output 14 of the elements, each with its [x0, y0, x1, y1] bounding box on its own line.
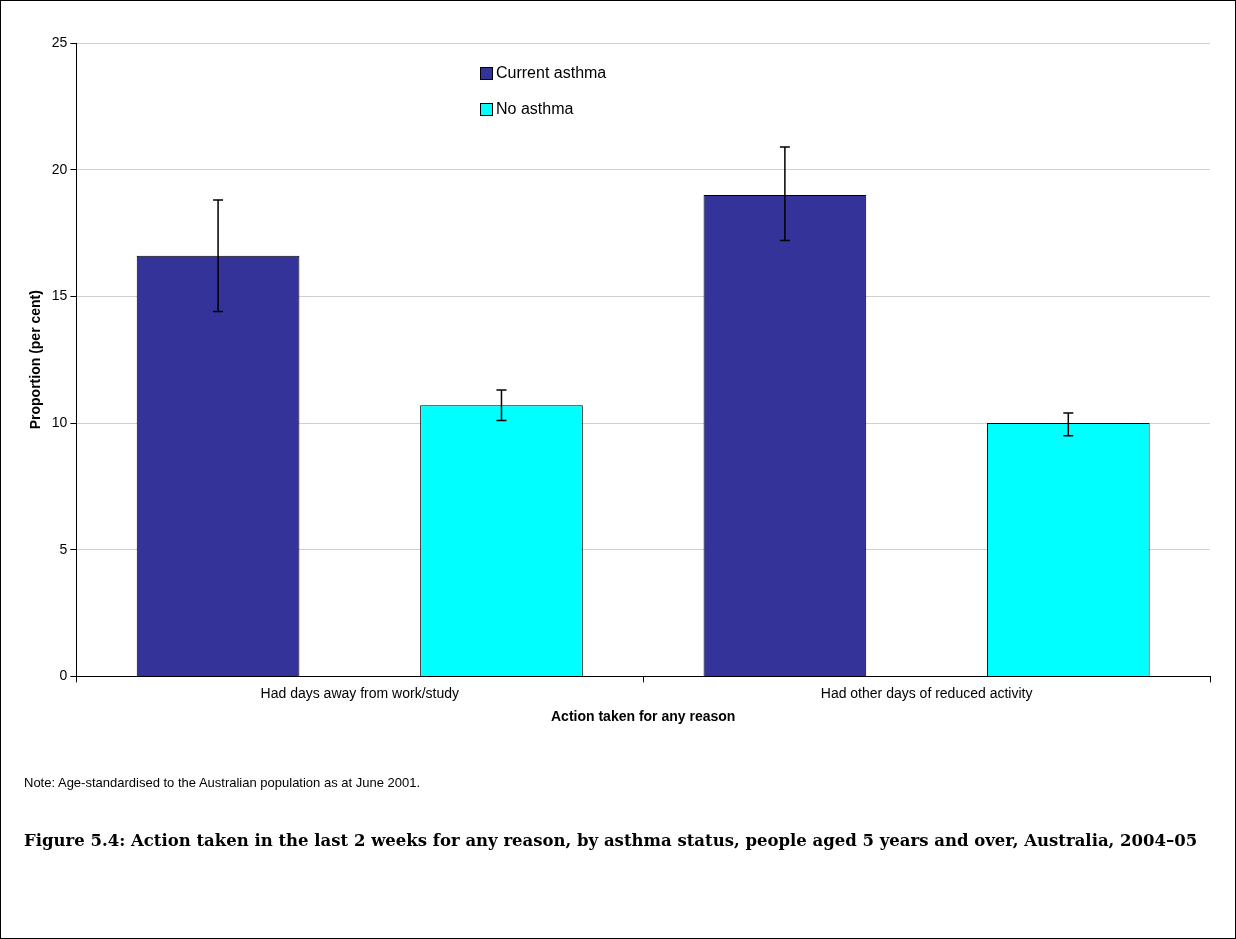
y-tick-label: 25	[51, 33, 68, 50]
y-tick-label: 5	[59, 540, 68, 557]
x-tick-label: Had days away from work/study	[260, 684, 459, 701]
y-tick-label: 0	[59, 667, 68, 684]
legend-label: Current asthma	[496, 64, 607, 82]
x-tick-label: Had other days of reduced activity	[820, 684, 1033, 701]
y-tick-label: 20	[51, 160, 68, 177]
x-axis-title: Action taken for any reason	[550, 708, 736, 725]
legend-label: No asthma	[496, 100, 574, 118]
text: Note: Age-standardised to the Australian population as at June 2001.	[24, 775, 421, 790]
y-tick-label: 10	[51, 413, 68, 430]
y-tick-label: 15	[51, 287, 68, 304]
y-axis-title: Proportion (per cent)	[27, 290, 44, 430]
text: Figure 5.4: Action taken in the last 2 weeks for any reason, by asthma status, people aged 5 years and over, Australia, 2004–05	[24, 830, 1199, 852]
